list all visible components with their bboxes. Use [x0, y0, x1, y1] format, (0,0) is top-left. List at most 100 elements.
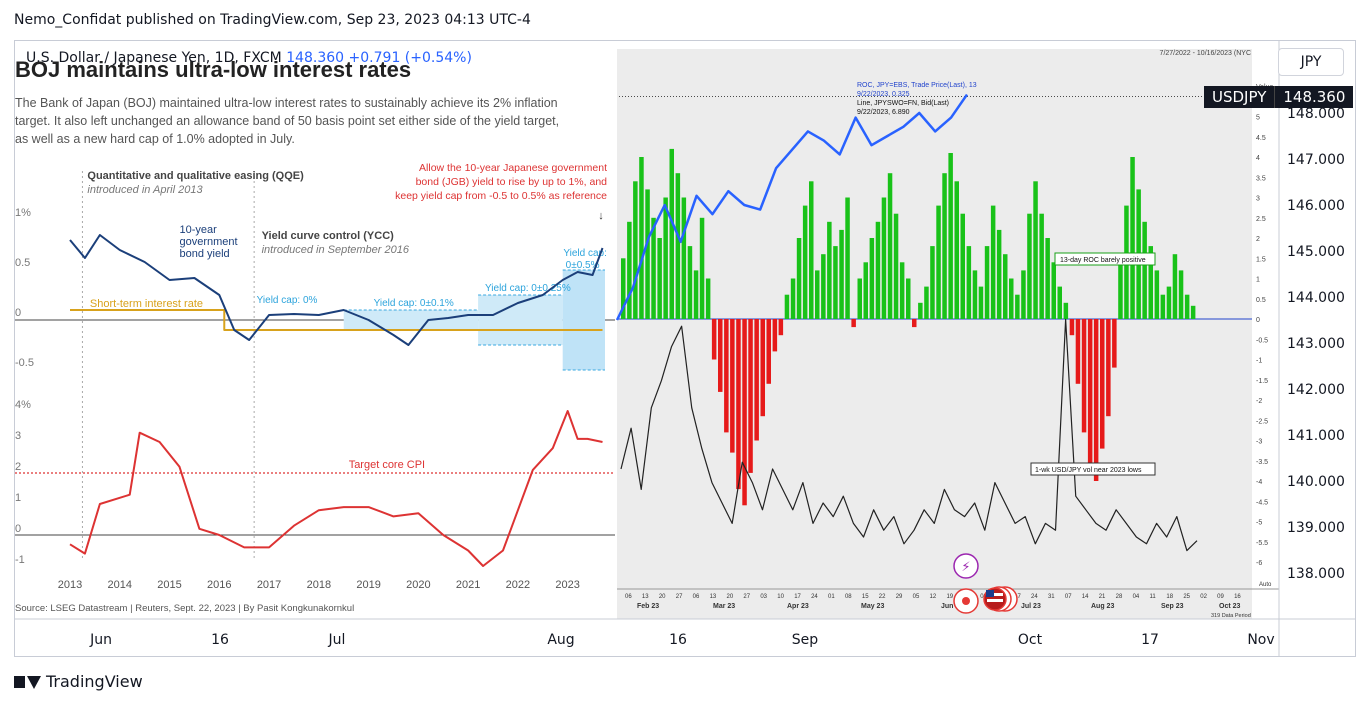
- roc-day-label: 11: [1149, 594, 1156, 600]
- roc-bar: [1039, 213, 1044, 319]
- jgb-label-line: 10-year: [179, 224, 217, 236]
- roc-bar: [1178, 270, 1184, 319]
- roc-bar: [760, 319, 765, 417]
- roc-bar: [833, 246, 838, 319]
- roc-bar: [1003, 254, 1008, 319]
- bottom-y-label: -1: [15, 554, 25, 566]
- roc-bar: [651, 217, 656, 320]
- roc-month-label: Aug 23: [1091, 603, 1114, 610]
- roc-bar: [1063, 302, 1069, 319]
- roc-bar: [948, 153, 953, 319]
- roc-bar: [1106, 319, 1111, 417]
- roc-day-label: 21: [1099, 594, 1106, 600]
- roc-month-label: Sep 23: [1161, 603, 1184, 610]
- main-overlay-group: 148.000 147.000 146.000 145.000 144.000 143.0…: [89, 93, 1345, 648]
- year-label: 2013: [58, 579, 82, 591]
- year-label: 2022: [506, 579, 530, 591]
- roc-bar: [918, 302, 923, 319]
- yield-cap-label: Yield cap:: [563, 248, 607, 259]
- core-cpi-line: [69, 410, 603, 567]
- roc-month-label: Oct 23: [1219, 603, 1241, 610]
- roc-bar: [639, 157, 644, 319]
- roc-bar: [742, 319, 747, 506]
- chart-frame[interactable]: BOJ maintains ultra-low interest rates Th…: [14, 40, 1356, 657]
- price-tag: USDJPY 148.360: [1204, 86, 1354, 108]
- instrument-legend[interactable]: U.S. Dollar / Japanese Yen, 1D, FXCM 148…: [26, 50, 472, 66]
- roc-day-label: 10: [777, 594, 784, 600]
- roc-bar: [887, 173, 893, 319]
- roc-bar: [1009, 278, 1014, 319]
- roc-axis-label: 1: [1256, 277, 1260, 284]
- roc-day-label: 06: [693, 594, 700, 600]
- annotation-arrow: ↓: [598, 210, 604, 222]
- roc-day-label: 13: [642, 594, 649, 600]
- roc-axis-label: 3: [1256, 196, 1260, 203]
- roc-bar: [778, 319, 784, 336]
- chart-canvas[interactable]: BOJ maintains ultra-low interest rates Th…: [15, 41, 1356, 657]
- roc-bar: [996, 229, 1002, 319]
- roc-bar: [893, 213, 899, 319]
- roc-bar: [1148, 246, 1153, 319]
- usdjpy-price-line: [615, 93, 969, 321]
- roc-axis-label: 2.5: [1256, 216, 1266, 223]
- roc-bar: [772, 319, 778, 352]
- year-label: 2016: [207, 579, 231, 591]
- price-axis-label: 143.000: [1287, 336, 1345, 352]
- roc-axis-label: -3: [1256, 439, 1262, 446]
- roc-bar: [1081, 319, 1087, 433]
- roc-bar: [1087, 319, 1093, 465]
- roc-day-label: 03: [760, 594, 767, 600]
- tradingview-logo[interactable]: TradingView: [14, 672, 143, 691]
- currency-box[interactable]: JPY: [1278, 48, 1344, 76]
- roc-day-label: 18: [1166, 594, 1173, 600]
- date-axis-label: 16: [669, 632, 687, 648]
- date-axis-label: Aug: [547, 632, 574, 648]
- event-bolt-glyph: ⚡: [961, 560, 970, 575]
- annotation-line: bond (JGB) yield to rise by up to 1%, an…: [416, 176, 608, 188]
- roc-bar: [736, 319, 741, 490]
- roc-day-label: 17: [1014, 594, 1021, 600]
- yield-cap-label: Yield cap: 0±0.25%: [485, 283, 571, 294]
- date-axis-label: 17: [1141, 632, 1159, 648]
- roc-day-label: 24: [811, 594, 818, 600]
- roc-axis-label: 0: [1256, 317, 1260, 324]
- roc-data-period: 319 Data Period: [1211, 613, 1251, 619]
- roc-axis-label: 3.5: [1256, 175, 1266, 182]
- short-term-rate-line: [70, 309, 603, 331]
- price-axis-label: 141.000: [1287, 428, 1345, 444]
- roc-bar: [1190, 305, 1196, 319]
- roc-axis-label: -6: [1256, 560, 1262, 567]
- info-title: BOJ maintains ultra-low interest rates: [15, 57, 411, 82]
- price-axis-label: 146.000: [1287, 198, 1345, 214]
- yield-cap-label: 0±0.5%: [566, 260, 600, 271]
- roc-bar: [1045, 238, 1050, 319]
- roc-axis-label: 4: [1256, 155, 1260, 162]
- roc-axis-label: 4.5: [1256, 135, 1266, 142]
- date-axis-label: Oct: [1018, 632, 1043, 648]
- roc-bar: [1130, 157, 1135, 319]
- roc-bar: [796, 238, 802, 319]
- price-axis-label: 142.000: [1287, 382, 1345, 398]
- roc-bar: [912, 319, 917, 328]
- top-y-label: 1%: [15, 207, 31, 219]
- tradingview-logo-text: TradingView: [46, 672, 143, 691]
- roc-day-label: 08: [845, 594, 852, 600]
- yield-band-05: [562, 270, 605, 370]
- yield-band-01: [343, 310, 479, 330]
- info-desc-line: The Bank of Japan (BOJ) maintained ultra…: [15, 96, 558, 110]
- date-axis-label: Nov: [1247, 632, 1274, 648]
- roc-bar: [924, 286, 929, 319]
- jgb-yield-line: [69, 234, 604, 346]
- roc-bar: [711, 319, 717, 360]
- roc-bar: [821, 254, 826, 319]
- roc-bar: [748, 319, 753, 473]
- roc-bar: [1027, 213, 1032, 319]
- roc-day-label: 19: [946, 594, 953, 600]
- roc-month-label: Jun: [941, 603, 953, 610]
- roc-bar: [687, 246, 693, 319]
- roc-bar: [863, 262, 868, 319]
- roc-bar: [845, 197, 850, 319]
- roc-bar: [960, 213, 965, 319]
- roc-bar: [1075, 319, 1081, 384]
- roc-axis-label: -5.5: [1256, 540, 1268, 547]
